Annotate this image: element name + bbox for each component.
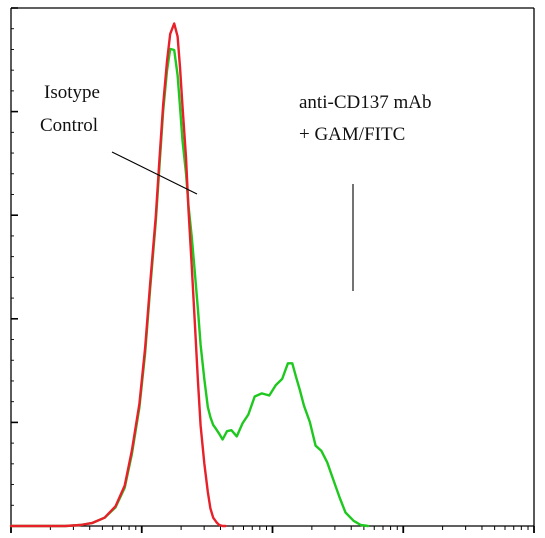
series-layer [9, 22, 370, 528]
isotype-label-line1: Isotype [44, 82, 100, 103]
isotype-control-series [9, 22, 227, 528]
isotype-pointer-line [111, 151, 198, 195]
isotype-label-line2: Control [40, 115, 98, 136]
annotation-group: Isotype Control anti-CD137 mAb + GAM/FIT… [40, 82, 431, 291]
antibody-label-line2: + GAM/FITC [299, 124, 405, 145]
antibody-label-line1: anti-CD137 mAb [299, 92, 431, 113]
